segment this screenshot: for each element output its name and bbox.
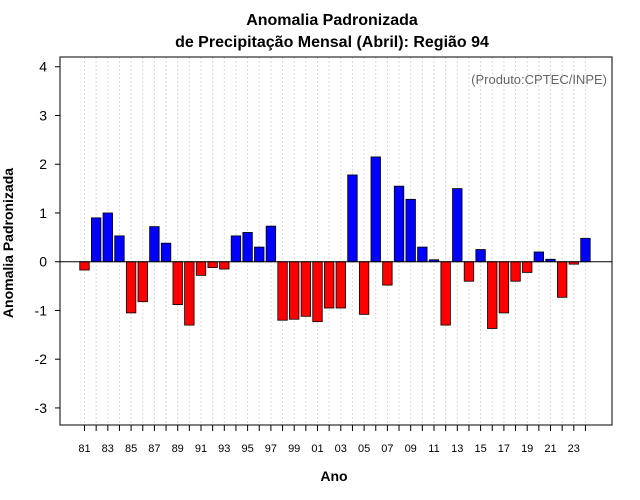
x-tick-label: 81 bbox=[78, 443, 90, 455]
x-tick-label: 95 bbox=[241, 443, 253, 455]
x-tick-label: 17 bbox=[498, 443, 510, 455]
bar-83 bbox=[102, 212, 113, 263]
x-tick-label: 97 bbox=[265, 443, 277, 455]
x-tick-label: 21 bbox=[544, 443, 556, 455]
y-tick-label: 2 bbox=[39, 156, 47, 172]
y-tick-label: 1 bbox=[39, 205, 47, 221]
bar-01 bbox=[312, 261, 323, 323]
y-tick-label: -1 bbox=[35, 302, 48, 318]
bar-13 bbox=[452, 188, 463, 263]
x-tick-label: 91 bbox=[195, 443, 207, 455]
bar-22 bbox=[557, 261, 568, 298]
bar-24 bbox=[580, 237, 591, 263]
x-tick-label: 23 bbox=[568, 443, 580, 455]
x-tick-label: 05 bbox=[358, 443, 370, 455]
x-tick-label: 87 bbox=[148, 443, 160, 455]
bar-96 bbox=[254, 246, 265, 263]
y-tick-label: 0 bbox=[39, 254, 47, 270]
y-axis: -3 -2 -1 0 1 2 3 4 bbox=[35, 59, 60, 416]
bar-99 bbox=[289, 261, 300, 320]
chart-title-line1: Anomalia Padronizada bbox=[246, 12, 418, 29]
bar-95 bbox=[242, 232, 253, 263]
bar-98 bbox=[277, 261, 288, 321]
bar-19 bbox=[522, 261, 533, 273]
x-tick-label: 19 bbox=[521, 443, 533, 455]
bar-20 bbox=[533, 251, 544, 263]
bar-03 bbox=[335, 261, 346, 309]
bar-14 bbox=[463, 261, 475, 282]
bar-10 bbox=[417, 246, 428, 263]
y-axis-title: Anomalia Padronizada bbox=[0, 168, 16, 318]
x-tick-label: 93 bbox=[218, 443, 230, 455]
bar-04 bbox=[347, 174, 358, 263]
x-tick-label: 99 bbox=[288, 443, 300, 455]
bar-09 bbox=[405, 198, 416, 263]
bar-17 bbox=[498, 261, 510, 314]
bar-93 bbox=[219, 261, 230, 270]
x-tick-label: 13 bbox=[451, 443, 463, 455]
bar-87 bbox=[149, 226, 160, 263]
bars bbox=[79, 156, 591, 329]
bar-12 bbox=[440, 261, 451, 326]
bar-16 bbox=[487, 261, 498, 329]
x-axis: 81 83 85 87 89 91 93 95 97 99 01 03 05 07 09 11 13 15 17 19… bbox=[78, 425, 586, 455]
bar-86 bbox=[137, 261, 148, 303]
bar-84 bbox=[114, 235, 125, 263]
y-tick-label: 4 bbox=[39, 59, 47, 75]
bar-02 bbox=[323, 261, 335, 309]
x-tick-label: 07 bbox=[381, 443, 393, 455]
bar-06 bbox=[370, 156, 381, 263]
y-tick-label: 3 bbox=[39, 107, 47, 123]
x-tick-label: 03 bbox=[335, 443, 347, 455]
x-tick-label: 01 bbox=[311, 443, 323, 455]
bar-05 bbox=[358, 261, 370, 315]
x-tick-label: 89 bbox=[172, 443, 184, 455]
x-tick-label: 83 bbox=[102, 443, 114, 455]
x-tick-label: 15 bbox=[474, 443, 486, 455]
y-tick-label: -2 bbox=[35, 351, 48, 367]
bar-90 bbox=[184, 261, 195, 326]
bar-07 bbox=[382, 261, 393, 286]
x-axis-title: Ano bbox=[320, 468, 347, 484]
bar-88 bbox=[160, 242, 172, 263]
y-tick-label: -3 bbox=[35, 400, 48, 416]
bar-15 bbox=[475, 249, 486, 263]
bar-18 bbox=[510, 261, 521, 282]
bar-91 bbox=[195, 261, 207, 276]
credit-text: (Produto:CPTEC/INPE) bbox=[471, 72, 607, 87]
bar-82 bbox=[91, 217, 102, 263]
bar-92 bbox=[207, 261, 218, 268]
bar-94 bbox=[230, 235, 242, 263]
bar-08 bbox=[393, 185, 405, 263]
x-tick-label: 85 bbox=[125, 443, 137, 455]
bar-00 bbox=[300, 261, 312, 317]
bar-85 bbox=[125, 261, 137, 314]
chart-title-line2: de Precipitação Mensal (Abril): Região 9… bbox=[175, 34, 489, 51]
x-tick-label: 11 bbox=[428, 443, 439, 455]
bar-81 bbox=[79, 261, 90, 271]
bar-89 bbox=[172, 261, 183, 306]
bar-97 bbox=[265, 225, 277, 263]
grid-lines bbox=[84, 57, 586, 425]
plot-frame bbox=[59, 56, 613, 426]
x-tick-label: 09 bbox=[405, 443, 417, 455]
